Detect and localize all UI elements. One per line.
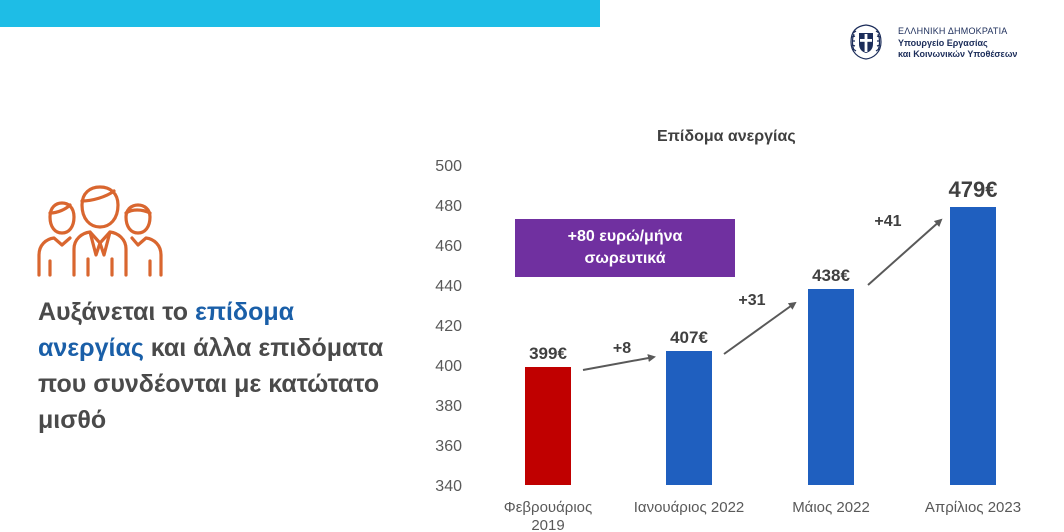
x-category-label-1: Φεβρουάριος 2019 [504,499,592,532]
bar-3 [808,289,854,485]
ministry-logo: ΕΛΛΗΝΙΚΗ ΔΗΜΟΚΡΑΤΙΑ Υπουργείο Εργασίας κ… [846,20,1046,68]
headline-highlight-1: επίδομα [194,298,295,326]
logo-line-2: Υπουργείο Εργασίας [898,37,988,48]
increment-label-1: +8 [613,340,631,357]
bar-value-label-1: 399€ [529,344,567,363]
headline-highlight-2: ανεργίας [38,334,144,362]
y-tick-label: 400 [435,358,462,375]
logo-line-1: ΕΛΛΗΝΙΚΗ ΔΗΜΟΚΡΑΤΙΑ [898,26,1008,36]
increment-arrow-3 [867,218,943,286]
top-accent-bar [0,0,600,27]
increment-label-2: +31 [738,292,765,309]
callout-line-1: +80 ευρώ/μήνα [567,228,683,245]
y-tick-label: 440 [435,278,462,295]
logo-line-3: και Κοινωνικών Υποθέσεων [898,49,1018,59]
bar-2 [666,351,712,485]
y-tick-label: 360 [435,438,462,455]
increment-label-3: +41 [874,213,901,230]
greek-coat-of-arms-icon [850,24,882,60]
chart-title: Επίδομα ανεργίας [657,128,796,145]
x-category-label-4: Απρίλιος 2023 [925,499,1021,516]
y-tick-label: 340 [435,478,462,495]
y-tick-label: 460 [435,238,462,255]
headline-part-1: Αυξάνεται το [38,298,195,326]
headline-part-2: και άλλα επιδόματα που συνδέονται με κατ… [38,334,384,434]
bar-chart: 340 360 380 400 420 440 460 480 500 399€ 407€ 438€… [435,158,1021,532]
bar-1 [525,367,571,485]
bar-value-label-2: 407€ [670,328,708,347]
increment-arrow-1 [582,354,656,371]
callout-line-2: σωρευτικά [584,250,666,267]
headline: Αυξάνεται το επίδομα ανεργίας και άλλα επ… [38,294,418,438]
x-category-label-3: Μάιος 2022 [792,499,870,516]
bar-value-label-3: 438€ [812,266,850,285]
y-tick-label: 420 [435,318,462,335]
x-category-label-2: Ιανουάριος 2022 [634,499,745,516]
bar-4 [950,207,996,485]
y-tick-label: 380 [435,398,462,415]
cumulative-increase-callout: +80 ευρώ/μήνα σωρευτικά [515,219,735,277]
bar-value-label-4: 479€ [949,177,998,202]
people-group-icon [37,185,163,277]
logo-text: ΕΛΛΗΝΙΚΗ ΔΗΜΟΚΡΑΤΙΑ Υπουργείο Εργασίας κ… [898,26,1017,61]
y-tick-label: 500 [435,158,462,175]
y-tick-label: 480 [435,198,462,215]
increment-arrow-2 [723,301,797,355]
